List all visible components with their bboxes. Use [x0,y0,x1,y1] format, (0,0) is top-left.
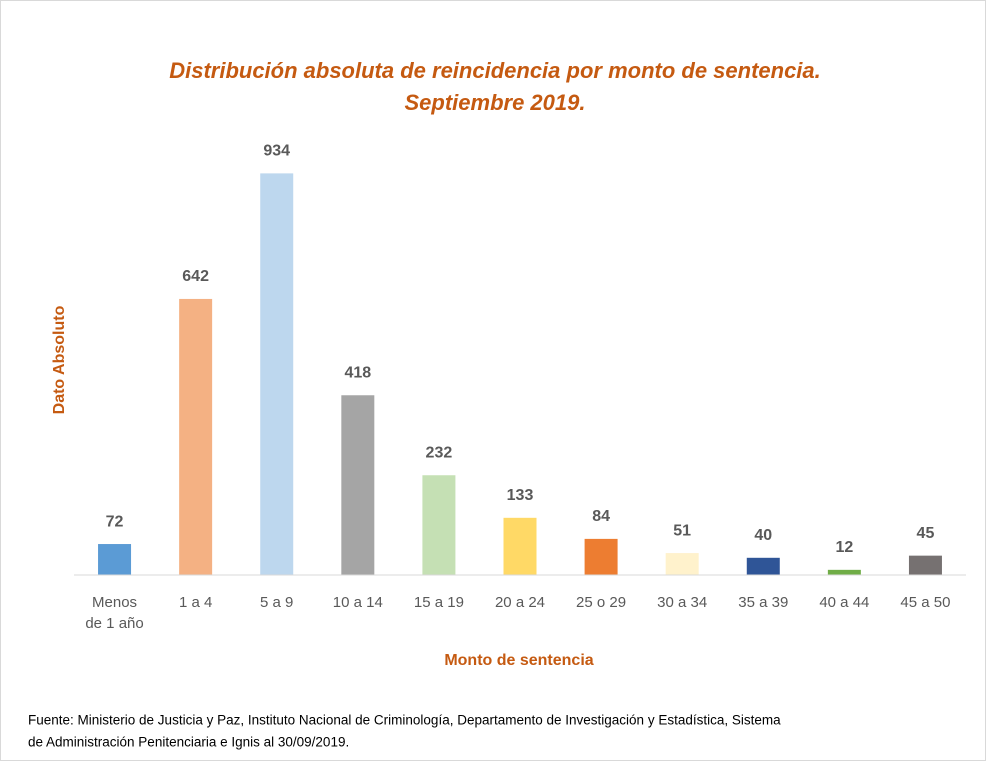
x-tick-label-box: 45 a 50 [900,594,951,611]
data-label: 642 [182,268,209,285]
x-tick-label: Menos de 1 año [85,594,144,632]
bar [179,298,213,575]
x-tick-label: 5 a 9 [260,594,294,611]
x-tick-label-box: 20 a 24 [494,594,546,611]
x-tick-label-box: 15 a 19 [413,594,464,611]
bar [584,538,618,575]
bar [98,544,132,575]
data-label: 133 [507,487,534,504]
data-label: 84 [592,508,610,525]
data-label: 418 [344,364,371,381]
x-tick-label-box: 40 a 44 [819,594,870,611]
bar [341,395,375,575]
y-axis-title: Dato Absoluto [51,305,68,414]
data-label: 72 [106,513,124,530]
bar [746,557,780,575]
bar [503,517,537,575]
data-label: 45 [917,525,935,542]
data-label: 12 [835,539,853,556]
x-tick-label: 10 a 14 [332,594,383,611]
bar [260,173,294,575]
x-tick-label-box: Menos de 1 año [85,594,144,632]
x-tick-label-box: 35 a 39 [738,594,789,611]
x-tick-label: 35 a 39 [738,594,789,611]
x-tick-label-box: 25 o 29 [576,594,627,611]
data-label: 934 [263,143,290,160]
bar [422,475,456,575]
bar [665,553,699,575]
bar [827,569,861,575]
chart-title: Distribución absoluta de reincidencia po… [169,58,821,83]
data-label: 51 [673,522,691,539]
source-note: Fuente: Ministerio de Justicia y Paz, In… [28,713,781,728]
bar [908,555,942,575]
x-tick-label-box: 1 a 4 [178,594,213,611]
data-label: 232 [426,444,453,461]
x-tick-label: 1 a 4 [178,594,213,611]
x-axis-title: Monto de sentencia [444,652,593,669]
x-tick-label-box: 10 a 14 [332,594,383,611]
chart-title: Septiembre 2019. [405,90,586,115]
source-note: de Administración Penitenciaria e Ignis … [28,735,349,750]
x-tick-label: 20 a 24 [494,594,546,611]
x-tick-label-box: 5 a 9 [260,594,294,611]
x-tick-label: 25 o 29 [576,594,627,611]
data-label: 40 [754,527,772,544]
x-tick-label: 15 a 19 [413,594,464,611]
x-tick-label: 40 a 44 [819,594,870,611]
x-tick-label: 45 a 50 [900,594,951,611]
x-tick-label-box: 30 a 34 [657,594,708,611]
x-tick-label: 30 a 34 [657,594,708,611]
